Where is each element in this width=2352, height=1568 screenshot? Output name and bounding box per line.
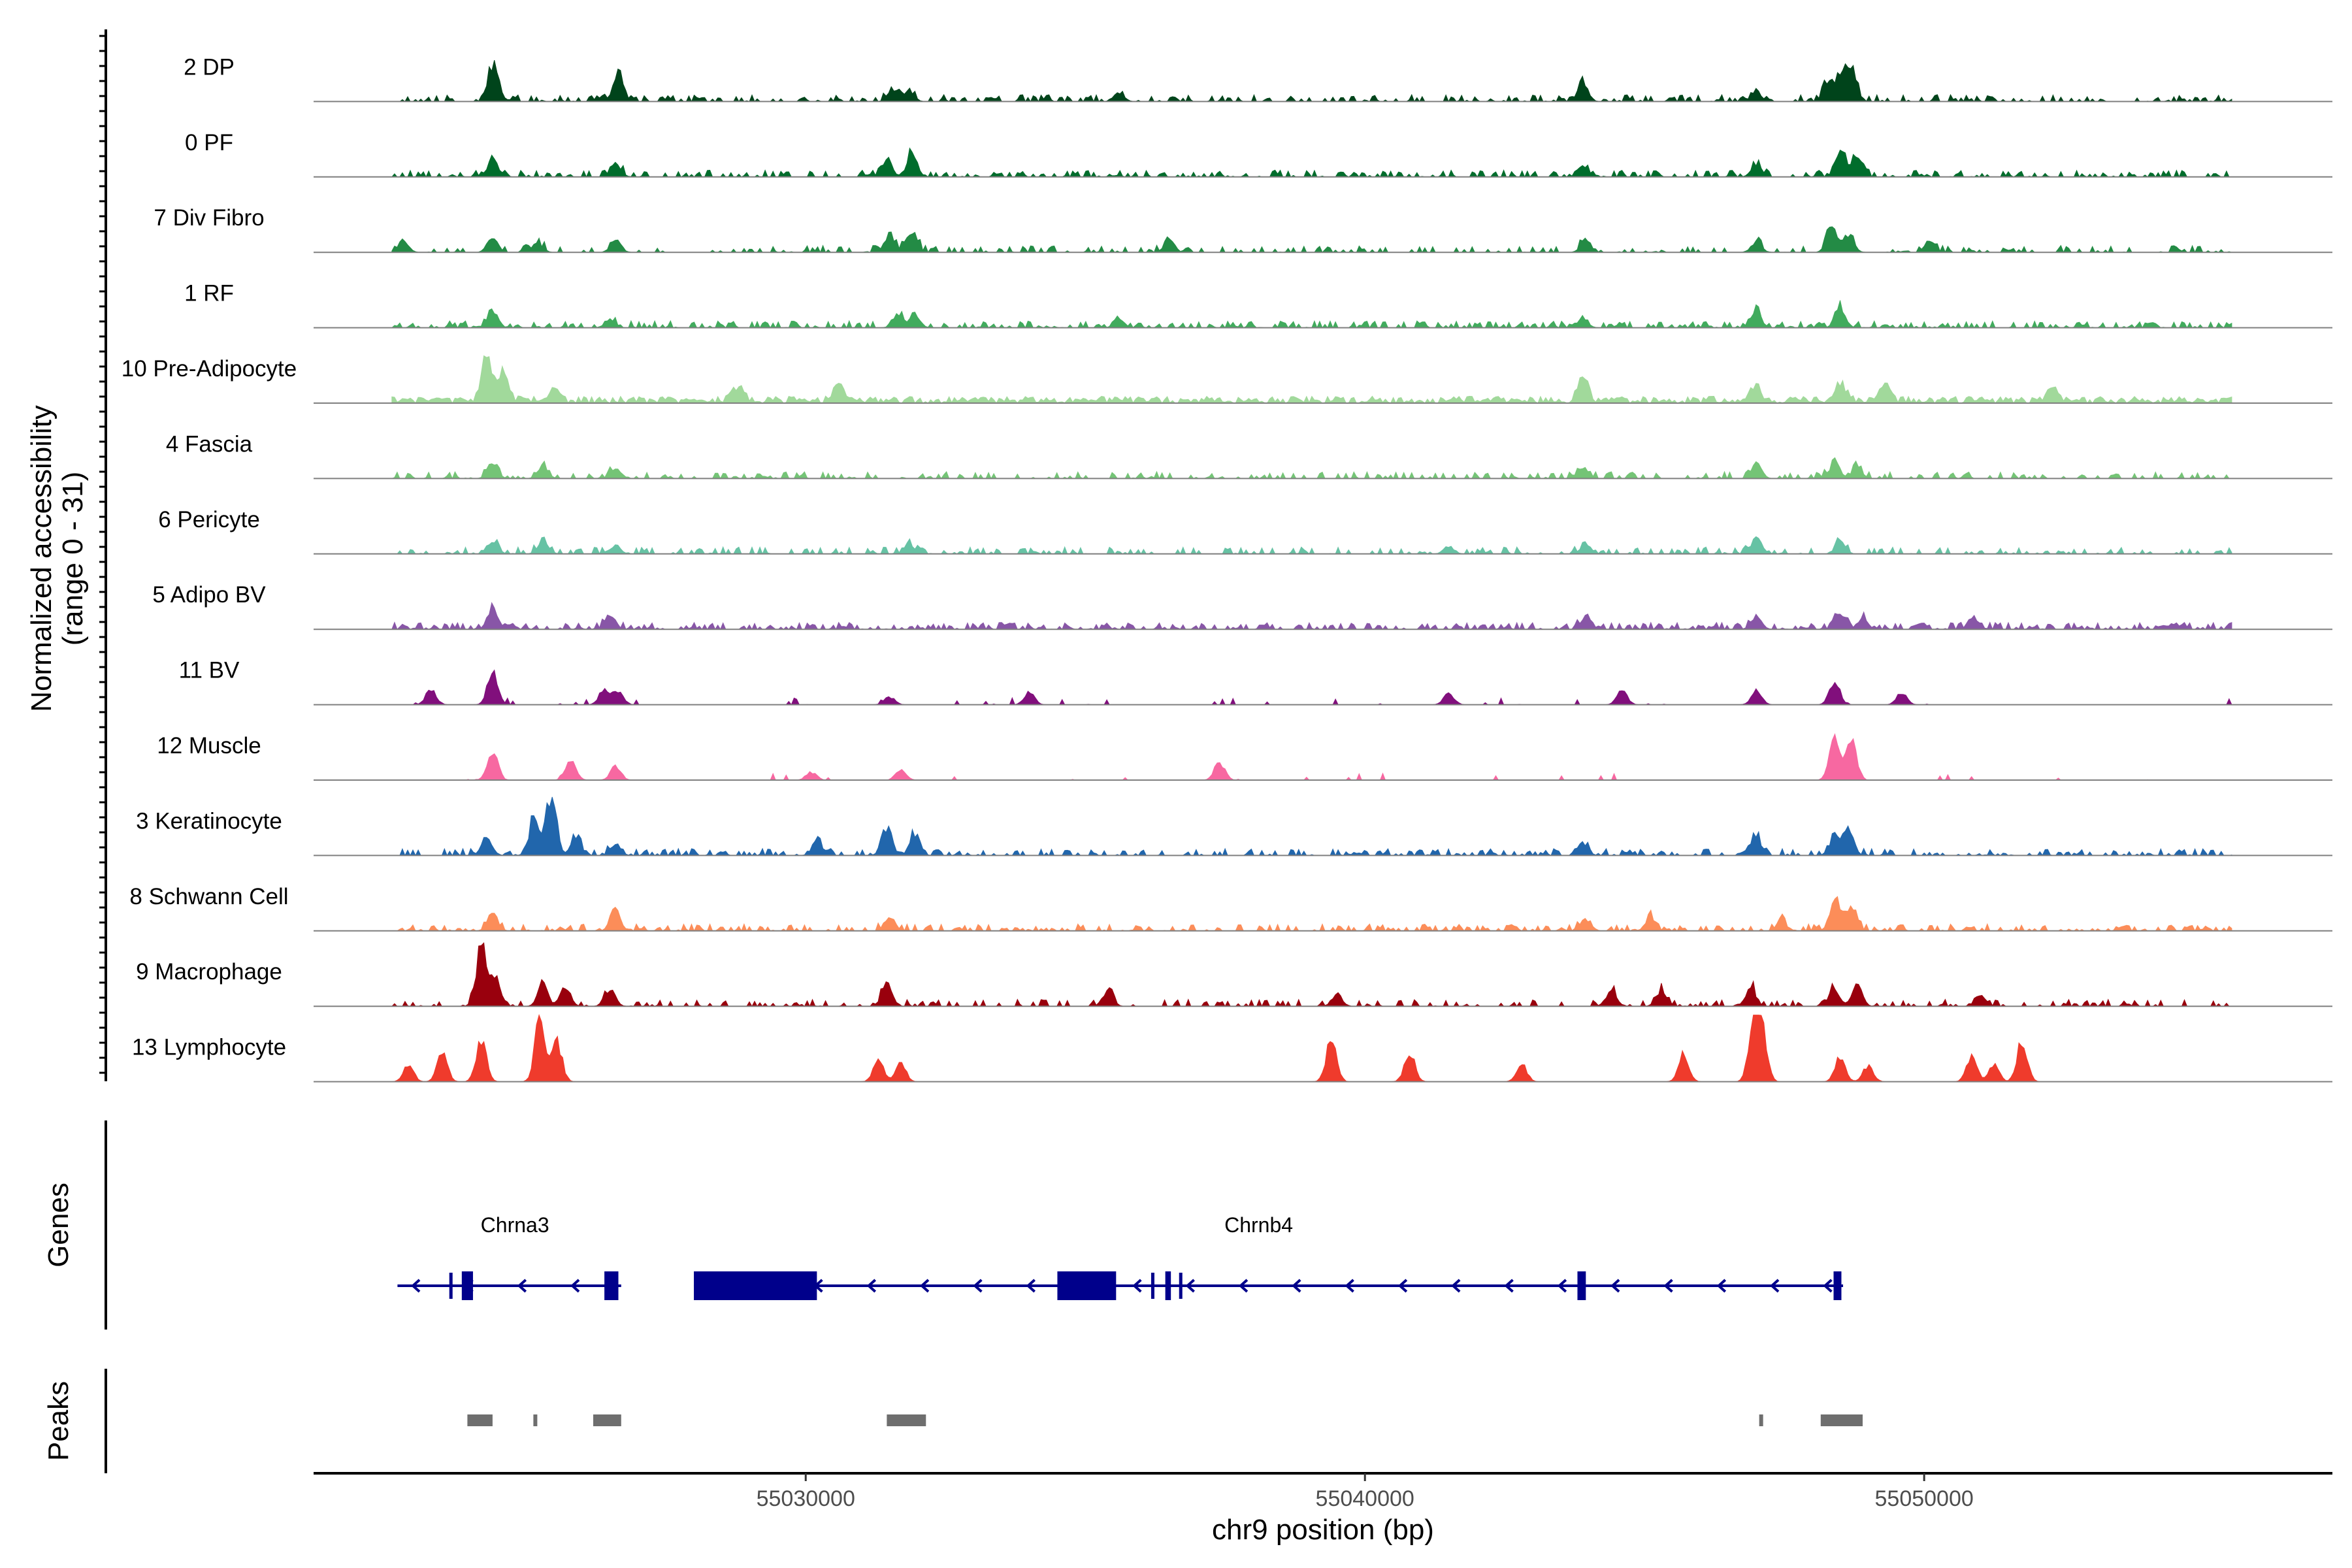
strand-arrow-icon	[1504, 1279, 1514, 1293]
gene-exon-thin	[1151, 1273, 1154, 1299]
track-label: 11 BV	[179, 658, 240, 683]
strand-arrow-icon	[411, 1279, 421, 1293]
strand-arrow-icon	[1610, 1279, 1620, 1293]
track-5: 10 Pre-Adipocyte	[122, 355, 2332, 404]
track-13: 9 Macrophage	[136, 942, 2332, 1007]
x-tick-label: 55050000	[1875, 1486, 1974, 1511]
track-2: 0 PF	[185, 130, 2332, 178]
x-axis-ticks: 55030000 55040000 55050000	[757, 1473, 1974, 1511]
peak-region-bar	[533, 1414, 538, 1426]
strand-arrow-icon	[570, 1279, 580, 1293]
track-label: 5 Adipo BV	[152, 582, 266, 608]
peak-region-bar	[887, 1414, 926, 1426]
strand-arrow-icon	[1716, 1279, 1727, 1293]
strand-arrow-icon	[920, 1279, 930, 1293]
gene-exon	[1833, 1271, 1842, 1300]
gene-label: Chrna3	[481, 1213, 549, 1237]
track-4: 1 RF	[184, 281, 2332, 329]
strand-arrow-icon	[517, 1279, 527, 1293]
track-10: 12 Muscle	[157, 733, 2332, 781]
track-label: 13 Lymphocyte	[132, 1035, 286, 1060]
track-9: 11 BV	[179, 658, 2332, 706]
peak-region-bar	[593, 1414, 621, 1426]
track-3: 7 Div Fibro	[154, 205, 2332, 253]
gene-label: Chrnb4	[1224, 1213, 1293, 1237]
x-tick-label: 55040000	[1316, 1486, 1414, 1511]
track-1: 2 DP	[184, 54, 2332, 103]
track-label: 10 Pre-Adipocyte	[122, 356, 297, 382]
gene-exon-thin	[449, 1273, 453, 1299]
gene-chrnb4: Chrnb4	[694, 1213, 1844, 1300]
track-label: 1 RF	[184, 281, 234, 306]
peaks-panel-title: Peaks	[42, 1381, 74, 1461]
strand-arrow-icon	[866, 1279, 877, 1293]
gene-exon	[694, 1271, 817, 1300]
peak-region-bar	[1820, 1414, 1863, 1426]
gene-exon	[1165, 1271, 1171, 1300]
track-label: 6 Pericyte	[158, 507, 260, 532]
track-14: 13 Lymphocyte	[132, 1013, 2332, 1083]
y-axis-range-label: (range 0 - 31)	[57, 472, 89, 646]
track-label: 3 Keratinocyte	[136, 808, 282, 834]
peak-region-bar	[467, 1414, 493, 1426]
track-label: 12 Muscle	[157, 733, 261, 759]
track-12: 8 Schwann Cell	[129, 884, 2332, 932]
strand-arrow-icon	[1292, 1279, 1301, 1293]
gene-exon-thin	[1179, 1273, 1183, 1299]
gene-annotation-track: Chrna3 Chrnb4	[397, 1213, 1844, 1300]
strand-arrow-icon	[1770, 1279, 1780, 1293]
gene-chrna3: Chrna3	[397, 1213, 621, 1300]
track-8: 5 Adipo BV	[152, 582, 2332, 630]
track-coverage-area	[391, 147, 2232, 178]
track-label: 2 DP	[184, 54, 235, 80]
track-label: 7 Div Fibro	[154, 205, 264, 231]
strand-arrow-icon	[973, 1279, 983, 1293]
strand-arrow-icon	[1451, 1279, 1461, 1293]
strand-arrow-icon	[1026, 1279, 1036, 1293]
gene-exon	[1577, 1271, 1586, 1300]
y-axis-title: Normalized accessibility	[25, 405, 57, 711]
track-coverage-area	[391, 355, 2232, 404]
track-label: 8 Schwann Cell	[129, 884, 288, 909]
strand-arrow-icon	[1397, 1279, 1408, 1293]
track-7: 6 Pericyte	[158, 507, 2332, 555]
strand-arrow-icon	[1557, 1279, 1567, 1293]
strand-arrow-icon	[1185, 1279, 1195, 1293]
track-6: 4 Fascia	[166, 431, 2332, 480]
peak-regions-track	[467, 1414, 1863, 1426]
gene-exon	[604, 1271, 619, 1300]
track-11: 3 Keratinocyte	[136, 796, 2332, 857]
x-tick-label: 55030000	[757, 1486, 855, 1511]
gene-exon	[461, 1271, 473, 1300]
peak-region-bar	[1759, 1414, 1763, 1426]
strand-arrow-icon	[1823, 1279, 1833, 1293]
track-label: 4 Fascia	[166, 431, 253, 457]
x-axis-title: chr9 position (bp)	[1212, 1514, 1434, 1546]
track-label: 0 PF	[185, 130, 233, 155]
genes-panel-title: Genes	[42, 1183, 74, 1267]
strand-arrow-icon	[1132, 1279, 1142, 1293]
accessibility-tracks: 2 DP 0 PF 7 Div Fibro 1 RF 10 Pre-Adipocyte 4…	[122, 54, 2332, 1083]
gene-exon	[1057, 1271, 1117, 1300]
strand-arrow-icon	[1238, 1279, 1249, 1293]
y-axis-ticks	[99, 35, 106, 1074]
strand-arrow-icon	[1345, 1279, 1354, 1293]
strand-arrow-icon	[1663, 1279, 1673, 1293]
track-label: 9 Macrophage	[136, 959, 282, 985]
